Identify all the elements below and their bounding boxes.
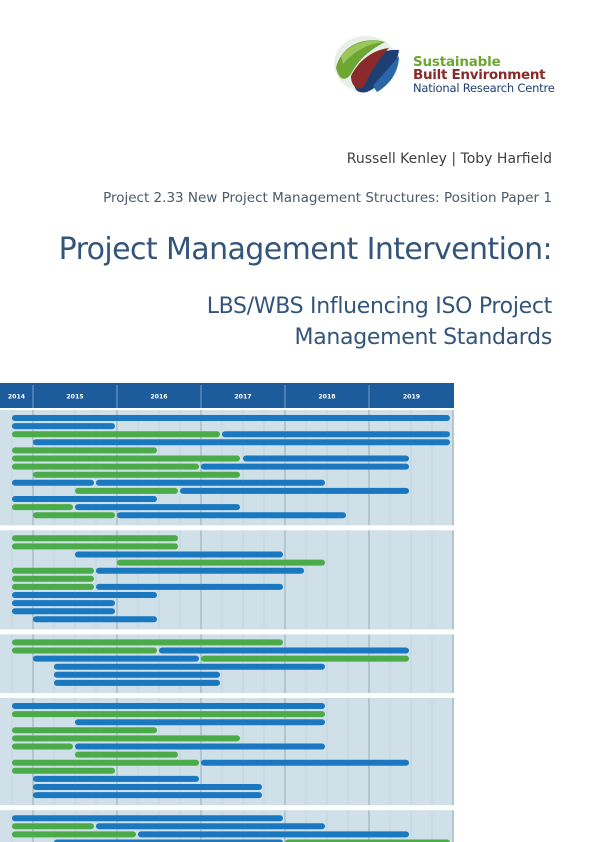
logo-line-built-environment: Built Environment bbox=[413, 67, 546, 83]
page-title: Project Management Intervention: bbox=[58, 232, 553, 267]
gantt-bar bbox=[12, 455, 240, 462]
gantt-bar bbox=[33, 512, 115, 519]
gantt-bar bbox=[12, 496, 157, 502]
gantt-bar bbox=[12, 600, 115, 607]
authors: Russell Kenley | Toby Harfield bbox=[346, 151, 552, 167]
gantt-bar bbox=[12, 479, 94, 486]
gantt-bar bbox=[117, 512, 346, 519]
gantt-bar bbox=[12, 647, 157, 654]
gantt-bar bbox=[12, 608, 115, 615]
logo-mark-icon bbox=[334, 36, 399, 93]
logo-wordmark: Sustainable Built Environment National R… bbox=[413, 54, 555, 95]
gantt-bar bbox=[12, 759, 199, 766]
gantt-bar bbox=[12, 423, 115, 430]
gantt-bar bbox=[201, 463, 409, 470]
gantt-bar bbox=[96, 583, 283, 590]
gantt-bar bbox=[159, 647, 409, 654]
gantt-bar bbox=[12, 567, 94, 574]
gantt-year-label: 2014 bbox=[8, 394, 26, 401]
sbenrc-logo: Sustainable Built Environment National R… bbox=[333, 34, 573, 98]
gantt-bar bbox=[12, 592, 157, 598]
gantt-bar bbox=[12, 575, 94, 582]
gantt-bar bbox=[75, 743, 325, 750]
gantt-bar bbox=[243, 455, 409, 462]
logo-line-sustainable: Sustainable bbox=[413, 54, 501, 70]
gantt-year-label: 2017 bbox=[234, 394, 251, 401]
gantt-bar bbox=[33, 784, 262, 790]
gantt-bar bbox=[54, 839, 283, 842]
gantt-bar bbox=[75, 719, 325, 726]
gantt-year-label: 2015 bbox=[66, 394, 83, 401]
gantt-bar bbox=[75, 487, 178, 494]
gantt-bar bbox=[54, 671, 220, 678]
gantt-bar bbox=[75, 751, 178, 758]
page-subtitle: LBS/WBS Influencing ISO Project Manageme… bbox=[206, 291, 553, 353]
gantt-bar bbox=[12, 743, 73, 750]
gantt-bar bbox=[75, 504, 240, 511]
gantt-bar bbox=[222, 431, 450, 438]
gantt-bar bbox=[12, 735, 240, 742]
gantt-bar bbox=[33, 439, 450, 446]
gantt-bar bbox=[33, 792, 262, 799]
gantt-bar bbox=[12, 831, 136, 838]
gantt-chart-illustration: 2014 2015 2016 2017 2018 2019 bbox=[0, 383, 454, 842]
gantt-bar bbox=[12, 703, 325, 709]
gantt-bar bbox=[12, 711, 325, 718]
gantt-year-label: 2016 bbox=[150, 394, 167, 401]
gantt-bar bbox=[285, 839, 450, 842]
gantt-bar bbox=[12, 815, 283, 822]
gantt-bar bbox=[12, 415, 450, 421]
gantt-bar bbox=[117, 559, 325, 566]
gantt-bar bbox=[33, 616, 157, 623]
gantt-header-band bbox=[0, 383, 454, 408]
gantt-bar bbox=[12, 447, 157, 454]
gantt-bar bbox=[201, 759, 409, 766]
subtitle-line-1: LBS/WBS Influencing ISO Project bbox=[206, 294, 553, 319]
gantt-bar bbox=[12, 543, 178, 550]
gantt-bar bbox=[201, 655, 409, 662]
gantt-bar bbox=[54, 663, 325, 670]
gantt-bar bbox=[12, 583, 94, 590]
gantt-bar bbox=[12, 639, 283, 646]
subtitle-line-2: Management Standards bbox=[294, 325, 553, 350]
gantt-bar bbox=[12, 431, 220, 438]
gantt-bar bbox=[75, 551, 283, 558]
gantt-bar bbox=[33, 775, 199, 782]
gantt-bar bbox=[33, 655, 199, 662]
gantt-bar bbox=[96, 823, 325, 830]
logo-line-national-research-centre: National Research Centre bbox=[413, 81, 555, 95]
gantt-bar bbox=[138, 831, 409, 838]
project-line: Project 2.33 New Project Management Stru… bbox=[103, 190, 552, 206]
gantt-bar bbox=[12, 463, 199, 470]
gantt-bar bbox=[12, 727, 157, 734]
gantt-bar bbox=[12, 767, 115, 774]
gantt-bar bbox=[33, 471, 240, 478]
gantt-bar bbox=[12, 504, 73, 511]
gantt-bar bbox=[180, 487, 409, 494]
gantt-bar bbox=[12, 823, 94, 830]
gantt-bar bbox=[96, 479, 325, 486]
gantt-bar bbox=[12, 535, 178, 542]
gantt-bar bbox=[96, 567, 304, 574]
gantt-year-label: 2019 bbox=[403, 394, 420, 401]
gantt-year-label: 2018 bbox=[318, 394, 335, 401]
gantt-bar bbox=[54, 679, 220, 686]
